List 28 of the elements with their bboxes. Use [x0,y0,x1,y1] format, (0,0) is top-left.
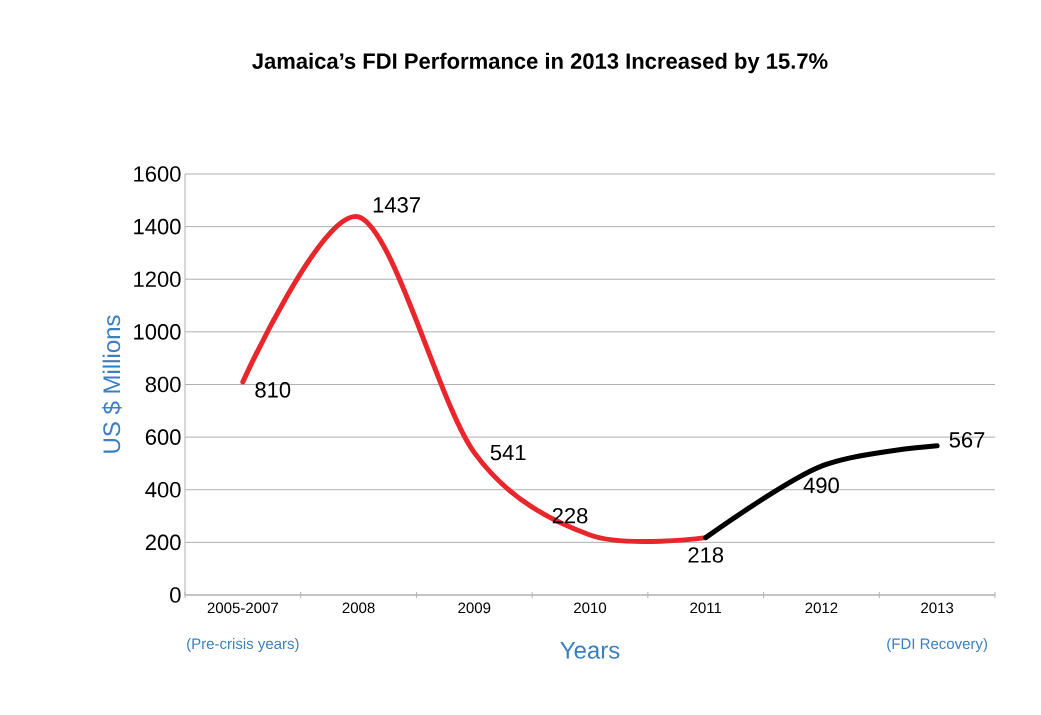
y-tick-label: 1400 [134,218,181,235]
y-tick-label: 600 [145,429,181,445]
data-label: 228 [552,507,588,524]
text: (Pre-crisis years) [187,638,299,652]
y-tick-label: 1600 [134,166,181,182]
y-axis-title: US $ Millions [102,315,122,453]
x-tick-label: 2008 [342,602,375,614]
x-tick-label: 2009 [458,602,491,614]
x-axis-title: Years [560,642,620,659]
y-tick-label: 1200 [134,271,181,288]
data-label: 1437 [373,197,420,213]
y-tick-label: 400 [145,481,181,498]
y-tick-label: 800 [145,376,181,393]
data-label: 810 [255,382,291,398]
data-label: 218 [688,547,724,563]
x-tick-label: 2005-2007 [207,602,278,614]
x-tick-label: 2010 [574,602,607,614]
data-label: 567 [949,432,985,448]
text: (FDI Recovery) [887,638,988,652]
x-tick-label: 2011 [690,602,722,614]
y-tick-label: 0 [170,587,181,603]
data-label: 490 [803,477,839,494]
x-tick-label: 2013 [921,602,954,614]
chart-title: Jamaica’s FDI Performance in 2013 Increased by 15.7% [252,52,828,74]
y-tick-label: 200 [145,534,181,551]
y-tick-label: 1000 [134,324,181,340]
x-tick-label: 2012 [805,602,838,614]
data-label: 541 [490,444,526,461]
